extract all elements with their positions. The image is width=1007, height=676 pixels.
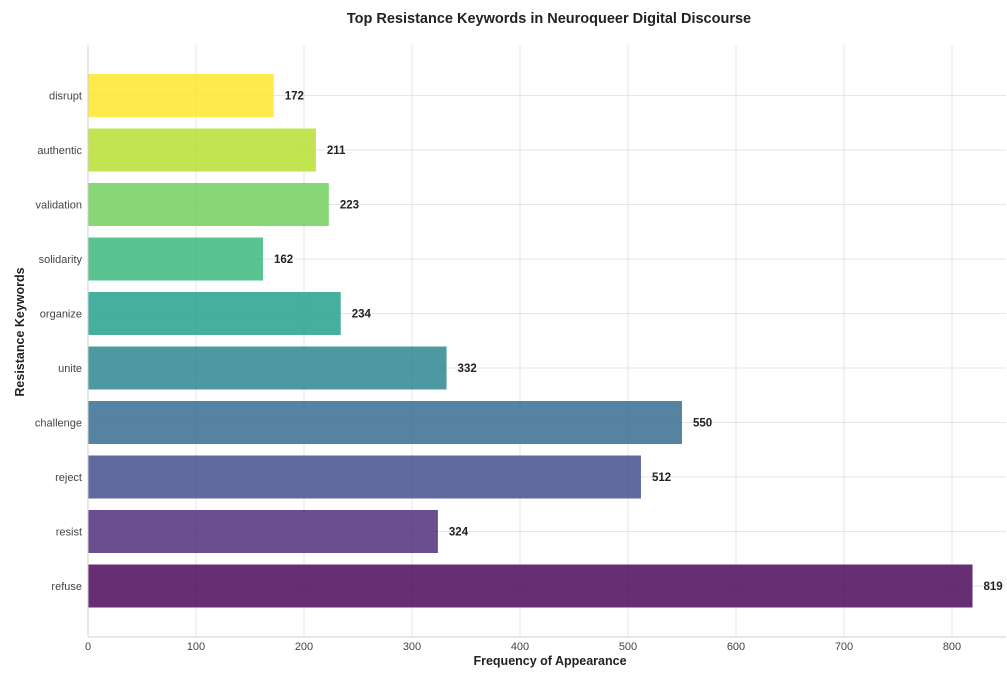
bar-unite	[88, 346, 447, 390]
value-label-layer: 819 324 512 550 332 234 162 223 211 172	[274, 91, 1003, 594]
value-label-authentic: 211	[327, 145, 346, 157]
bar-disrupt	[88, 74, 274, 117]
bar-reject	[88, 455, 641, 499]
y-tick-label: disrupt	[49, 91, 82, 103]
x-tick-label: 500	[619, 641, 637, 653]
value-label-validation: 223	[340, 200, 359, 212]
x-tick-label: 300	[403, 641, 421, 653]
x-tick-label: 200	[295, 641, 313, 653]
value-label-unite: 332	[458, 363, 477, 375]
y-tick-label: unite	[58, 363, 82, 375]
y-tick-label: authentic	[37, 145, 82, 157]
y-tick-label: reject	[55, 472, 82, 484]
y-tick-label: solidarity	[39, 254, 83, 266]
bar-resist	[88, 510, 438, 553]
x-tick-label: 0	[85, 641, 91, 653]
value-label-reject: 512	[652, 472, 671, 484]
x-axis-label: Frequency of Appearance	[473, 654, 626, 668]
value-label-solidarity: 162	[274, 254, 293, 266]
y-tick-label: organize	[40, 309, 82, 321]
x-tick-label: 600	[727, 641, 745, 653]
y-tick-label: resist	[56, 527, 82, 539]
bar-validation	[88, 183, 329, 226]
bar-solidarity	[88, 237, 263, 281]
y-tick-label: challenge	[35, 418, 82, 430]
x-tick-layer: 0 100 200 300 400 500 600 700 800	[85, 641, 961, 653]
x-tick-label: 100	[187, 641, 205, 653]
chart-title: Top Resistance Keywords in Neuroqueer Di…	[347, 11, 751, 27]
y-tick-layer: refuse resist reject challenge unite organize…	[35, 91, 83, 594]
x-tick-label: 400	[511, 641, 529, 653]
bar-organize	[88, 292, 341, 335]
x-tick-label: 700	[835, 641, 853, 653]
value-label-challenge: 550	[693, 418, 712, 430]
value-label-refuse: 819	[984, 581, 1003, 593]
bar-authentic	[88, 128, 316, 172]
y-axis-label: Resistance Keywords	[13, 267, 27, 396]
bar-challenge	[88, 401, 682, 444]
y-tick-label: validation	[36, 200, 82, 212]
bar-refuse	[88, 564, 973, 608]
y-tick-label: refuse	[51, 581, 82, 593]
value-label-resist: 324	[449, 527, 469, 539]
value-label-disrupt: 172	[285, 91, 304, 103]
bar-layer	[88, 74, 973, 608]
value-label-organize: 234	[352, 309, 372, 321]
x-tick-label: 800	[943, 641, 961, 653]
